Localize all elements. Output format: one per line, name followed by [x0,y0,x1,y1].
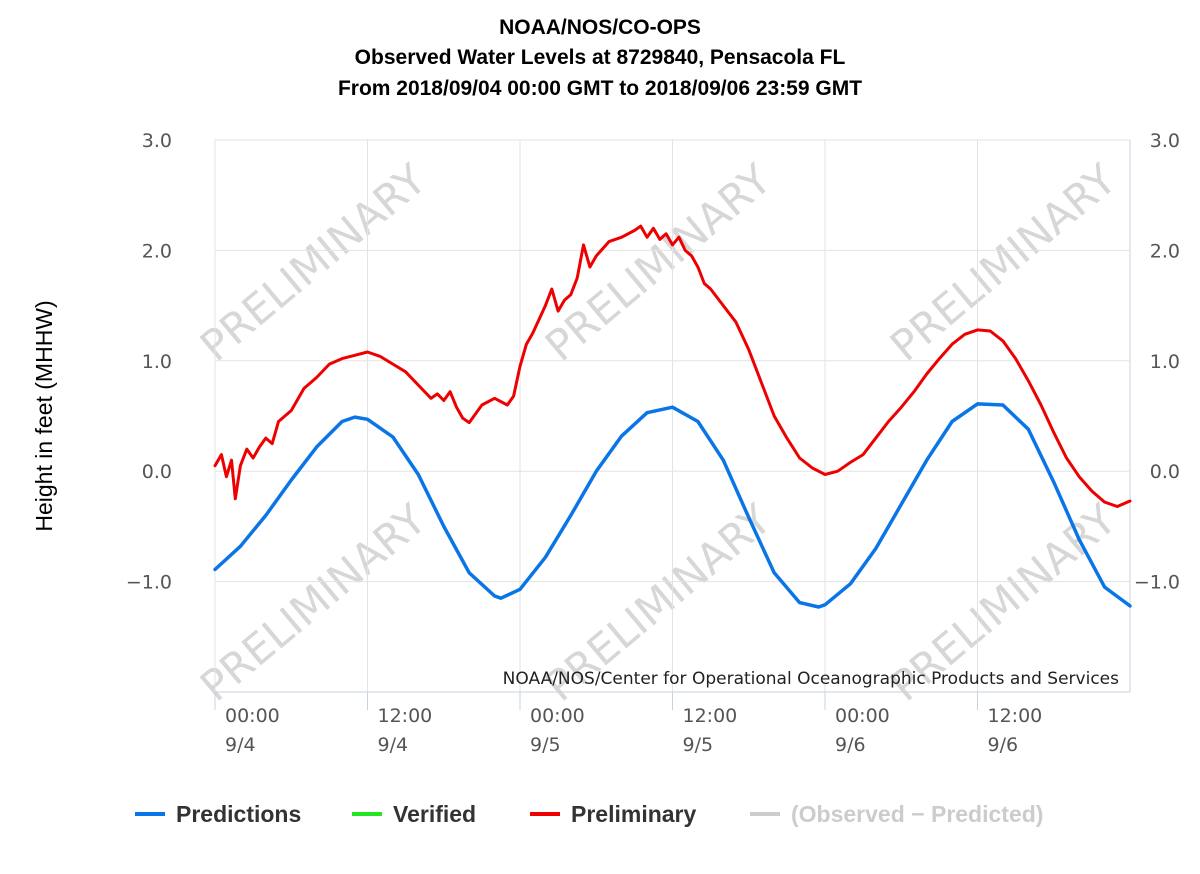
y-tick-label-right: −1.0 [1134,572,1180,594]
x-tick-time: 00:00 [835,705,890,727]
y-axis-label: Height in feet (MHHW) [31,300,57,531]
y-tick-label-left: 3.0 [142,130,172,152]
y-tick-label-right: 0.0 [1150,461,1180,483]
x-tick-time: 12:00 [378,705,433,727]
watermark-text-3: PRELIMINARY [881,154,1126,370]
series-layer [213,224,1132,609]
x-tick-date: 9/4 [378,734,409,756]
legend-label-verified: Verified [393,801,476,827]
series-line-predictions [213,402,1132,609]
credit-text: NOAA/NOS/Center for Operational Oceanogr… [503,669,1119,689]
chart-title-line-3: From 2018/09/04 00:00 GMT to 2018/09/06 … [337,77,863,100]
y-tick-label-left: 1.0 [142,351,172,373]
x-tick-date: 9/6 [988,734,1019,756]
watermark-text-4: PRELIMINARY [191,494,436,710]
x-tick-date: 9/5 [530,734,561,756]
chart-title-line-1: NOAA/NOS/CO-OPS [499,16,701,39]
y-tick-label-left: −1.0 [126,572,172,594]
y-tick-label-right: 3.0 [1150,130,1180,152]
legend-label-preliminary: Preliminary [571,801,696,827]
axis-layer: 3.0 3.0 2.0 2.0 1.0 1.0 0.0 0.0 −1.0 −1.0 00:00 9/4… [126,130,1180,756]
y-tick-label-left: 0.0 [142,461,172,483]
series-line-preliminary [213,224,1132,508]
legend-label-predictions: Predictions [176,801,301,827]
x-tick-time: 00:00 [530,705,585,727]
y-tick-label-right: 2.0 [1150,240,1180,262]
x-tick-time: 12:00 [683,705,738,727]
x-tick-time: 00:00 [225,705,280,727]
x-tick-date: 9/4 [225,734,256,756]
x-tick-date: 9/5 [683,734,714,756]
y-tick-label-right: 1.0 [1150,351,1180,373]
x-tick-time: 12:00 [988,705,1043,727]
legend-label-observed-predicted: (Observed − Predicted) [791,801,1043,827]
y-tick-label-left: 2.0 [142,240,172,262]
x-tick-date: 9/6 [835,734,866,756]
legend: Predictions Verified Preliminary (Observed … [135,801,1043,827]
chart-title-line-2: Observed Water Levels at 8729840, Pensac… [354,46,846,69]
watermark-text-1: PRELIMINARY [191,154,436,370]
grid-layer [214,139,1131,692]
